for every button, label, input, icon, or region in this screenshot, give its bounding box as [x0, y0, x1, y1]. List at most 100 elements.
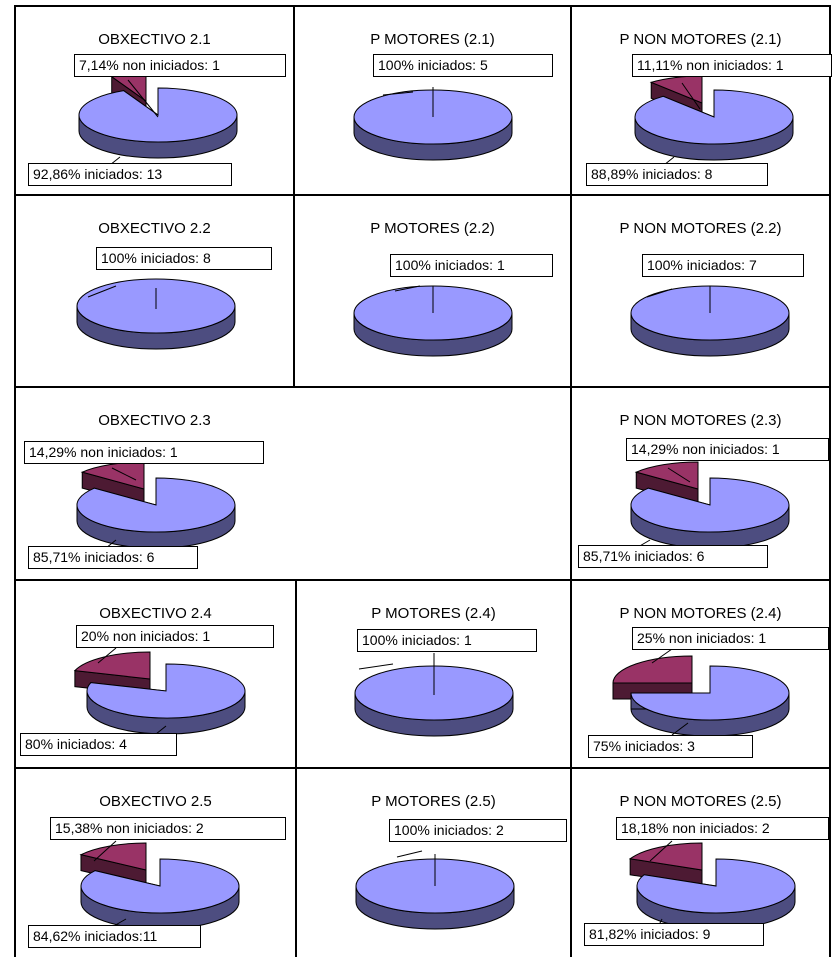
- pie-slice-iniciados: [80, 858, 240, 914]
- data-label-iniciados: 100% iniciados: 7: [642, 254, 804, 277]
- pie-graphic: [612, 648, 790, 737]
- pie-chart-objective-2-4: OBXECTIVO 2.4 20% non iniciados: 1 80% i…: [16, 581, 295, 767]
- pie-graphic: [354, 653, 514, 737]
- pie-graphic: [353, 87, 513, 161]
- pie-graphic: [630, 285, 790, 357]
- chart-title: OBXECTIVO 2.1: [98, 31, 211, 48]
- data-label-non-iniciados: 18,18% non iniciados: 2: [616, 817, 829, 840]
- chart-title: P MOTORES (2.1): [370, 31, 495, 48]
- pie-chart-p-motores-2-2: P MOTORES (2.2) 100% iniciados: 1: [295, 196, 570, 386]
- grid-line: [14, 386, 831, 388]
- leader-line: [97, 647, 117, 664]
- data-label-iniciados: 100% iniciados: 8: [96, 247, 272, 270]
- leader-line: [667, 467, 691, 483]
- pie-slice-iniciados: [78, 87, 238, 143]
- pie-chart-p-non-motores-2-4: P NON MOTORES (2.4) 25% non iniciados: 1…: [572, 581, 829, 767]
- pie-graphic: [76, 278, 236, 350]
- pie-slice-non-iniciados: [73, 651, 151, 680]
- grid-line: [14, 5, 831, 7]
- chart-title: OBXECTIVO 2.5: [99, 793, 212, 810]
- pie-chart-objective-2-2: OBXECTIVO 2.2 100% iniciados: 8: [16, 196, 293, 386]
- leader-line: [111, 467, 137, 481]
- pie-chart-p-motores-2-5: P MOTORES (2.5) 100% iniciados: 2: [297, 769, 570, 957]
- leader-line: [646, 288, 673, 298]
- grid-line: [293, 5, 295, 388]
- leader-line: [87, 285, 117, 298]
- pie-graphic: [78, 73, 238, 166]
- data-label-iniciados: 85,71% iniciados: 6: [578, 545, 768, 568]
- pie-slice-non-iniciados: [634, 461, 699, 490]
- pie-graphic: [634, 75, 794, 166]
- chart-title: P NON MOTORES (2.3): [619, 412, 782, 429]
- data-label-iniciados: 88,89% iniciados: 8: [586, 163, 768, 186]
- grid-line: [14, 194, 831, 196]
- pie-graphic: [79, 840, 240, 930]
- chart-title: P MOTORES (2.4): [371, 605, 496, 622]
- pie-graphic: [76, 461, 236, 549]
- grid-line: [14, 5, 16, 957]
- data-label-iniciados: 92,86% iniciados: 13: [28, 163, 232, 186]
- chart-title: P NON MOTORES (2.1): [619, 31, 782, 48]
- leader-line: [651, 648, 673, 664]
- pie-slice-non-iniciados: [79, 842, 147, 871]
- pie-chart-objective-2-5: OBXECTIVO 2.5 15,38% non iniciados: 2 84…: [16, 769, 295, 957]
- pie-chart-p-non-motores-2-1: P NON MOTORES (2.1) 11,11% non iniciados…: [572, 7, 832, 194]
- data-label-iniciados: 75% iniciados: 3: [588, 735, 753, 758]
- pie-chart-p-non-motores-2-3: P NON MOTORES (2.3) 14,29% non iniciados…: [572, 388, 829, 579]
- chart-title: OBXECTIVO 2.2: [98, 220, 211, 237]
- leader-line: [681, 82, 701, 110]
- data-label-iniciados: 80% iniciados: 4: [20, 733, 177, 756]
- pie-slice-iniciados: [636, 858, 796, 914]
- leader-line: [394, 285, 421, 292]
- data-label-non-iniciados: 14,29% non iniciados: 1: [626, 438, 829, 461]
- grid-line: [829, 5, 831, 957]
- pie-slice-non-iniciados: [612, 655, 693, 684]
- chart-title: P MOTORES (2.5): [371, 793, 496, 810]
- data-label-iniciados: 81,82% iniciados: 9: [584, 923, 764, 946]
- chart-title: P MOTORES (2.2): [370, 220, 495, 237]
- data-label-iniciados: 85,71% iniciados: 6: [28, 546, 198, 569]
- data-label-non-iniciados: 20% non iniciados: 1: [76, 625, 274, 648]
- leader-line: [127, 79, 159, 118]
- grid-line: [570, 5, 572, 957]
- leader-line: [396, 850, 423, 858]
- data-label-iniciados: 100% iniciados: 1: [357, 629, 537, 652]
- pie-graphic: [628, 840, 796, 930]
- data-label-non-iniciados: 11,11% non iniciados: 1: [632, 54, 832, 77]
- pie-slice-non-iniciados: [628, 842, 703, 871]
- pie-graphic: [73, 647, 246, 735]
- chart-title: OBXECTIVO 2.3: [98, 412, 211, 429]
- leader-line: [155, 725, 167, 735]
- pie-slice-iniciados: [630, 665, 790, 721]
- pie-chart-p-motores-2-4: P MOTORES (2.4) 100% iniciados: 1: [297, 581, 570, 767]
- pie-slice-iniciados: [630, 477, 790, 533]
- pie-chart-objective-2-3: OBXECTIVO 2.3 14,29% non iniciados: 1 85…: [16, 388, 293, 579]
- pie-graphic: [630, 461, 790, 549]
- data-label-iniciados: 100% iniciados: 2: [389, 819, 567, 842]
- leader-line: [671, 722, 689, 736]
- data-label-non-iniciados: 25% non iniciados: 1: [632, 627, 829, 650]
- pie-chart-p-motores-2-1: P MOTORES (2.1) 100% iniciados: 5: [295, 7, 570, 194]
- chart-title: P NON MOTORES (2.4): [619, 605, 782, 622]
- grid-line: [14, 767, 831, 769]
- leader-line: [649, 840, 673, 862]
- pie-chart-p-non-motores-2-5: P NON MOTORES (2.5) 18,18% non iniciados…: [572, 769, 829, 957]
- data-label-iniciados: 100% iniciados: 5: [373, 54, 553, 77]
- pie-slice-iniciados: [634, 89, 794, 145]
- leader-line: [382, 91, 414, 96]
- grid-line: [295, 579, 297, 957]
- grid-line: [14, 579, 831, 581]
- data-label-iniciados: 84,62% iniciados:11: [28, 925, 201, 948]
- pie-slice-iniciados: [86, 663, 246, 719]
- pie-graphic: [355, 850, 515, 930]
- pie-slice-iniciados: [76, 477, 236, 533]
- pie-chart-objective-2-1: OBXECTIVO 2.1 7,14% non iniciados: 1 92,…: [16, 7, 293, 194]
- data-label-non-iniciados: 15,38% non iniciados: 2: [50, 817, 286, 840]
- leader-line: [93, 840, 117, 862]
- pie-chart-p-non-motores-2-2: P NON MOTORES (2.2) 100% iniciados: 7: [572, 196, 829, 386]
- data-label-non-iniciados: 7,14% non iniciados: 1: [74, 54, 286, 77]
- data-label-iniciados: 100% iniciados: 1: [390, 254, 553, 277]
- chart-title: P NON MOTORES (2.2): [619, 220, 782, 237]
- leader-line: [358, 663, 394, 670]
- pie-graphic: [353, 285, 513, 357]
